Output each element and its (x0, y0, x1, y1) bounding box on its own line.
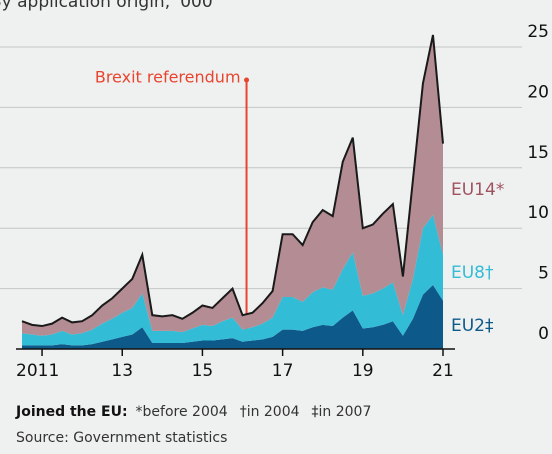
y-tick-label: 25 (527, 22, 549, 42)
total-line (21, 34, 444, 328)
x-tick-label: 2011 (16, 361, 59, 381)
y-tick-label: 0 (538, 324, 549, 344)
footnote-item: ‡in 2007 (312, 404, 372, 420)
x-tick-label: 13 (111, 361, 133, 381)
legend-label: EU14* (451, 180, 504, 200)
footnote: Joined the EU: *before 2004 †in 2004 ‡in 20… (15, 404, 371, 420)
annotation-dot (244, 77, 250, 83)
footnote-label: Joined the EU: (15, 404, 128, 420)
y-tick-label: 10 (527, 203, 549, 223)
x-tick-label: 21 (432, 361, 454, 381)
x-tick-label: 17 (272, 361, 294, 381)
footnote-item: *before 2004 (136, 404, 228, 420)
x-tick-label: 19 (352, 361, 374, 381)
annotation: Brexit referendum (95, 68, 241, 87)
y-tick-label: 5 (538, 264, 549, 284)
subtitle: By application origin, '000 (0, 0, 213, 12)
area (22, 34, 443, 336)
x-tick-label: 15 (192, 361, 214, 381)
legend-label: EU8† (451, 263, 494, 283)
y-tick-label: 15 (527, 143, 549, 163)
footnote-item: †in 2004 (240, 404, 300, 420)
y-tick-label: 20 (527, 82, 549, 102)
area (22, 284, 443, 349)
area (22, 214, 443, 346)
source: Source: Government statistics (16, 430, 227, 446)
legend-label: EU2‡ (451, 316, 494, 336)
